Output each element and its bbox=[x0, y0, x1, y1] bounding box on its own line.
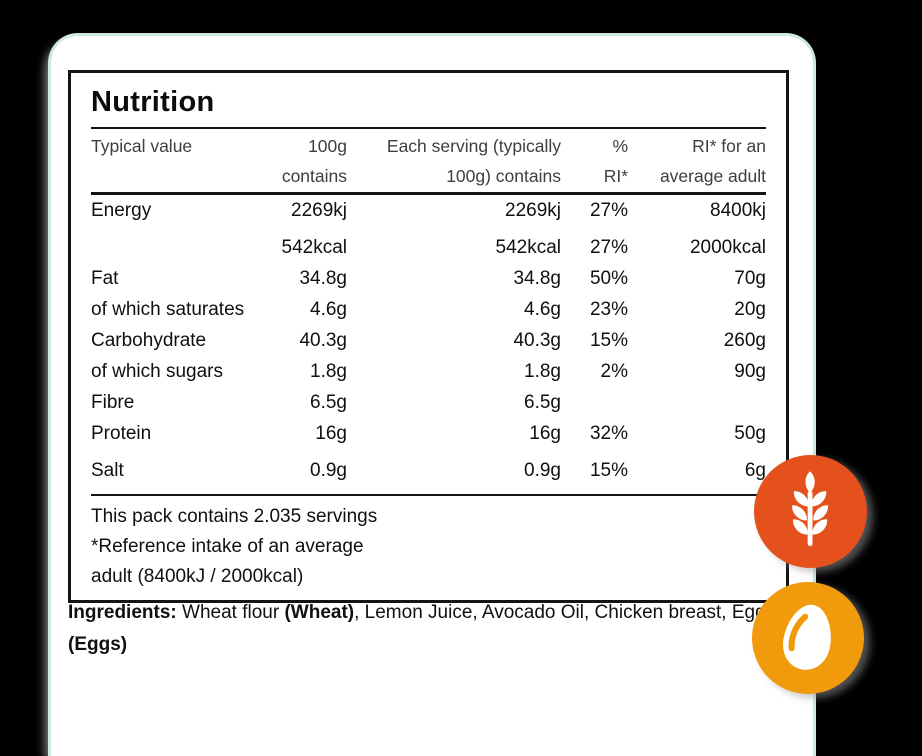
per-serving-value: 2269kj bbox=[505, 200, 561, 221]
per-serving-value: 4.6g bbox=[524, 299, 561, 320]
nutrition-row: Fibre 6.5g 6.5g bbox=[91, 387, 766, 418]
row-label: Fat bbox=[91, 268, 119, 289]
row-label: Salt bbox=[91, 460, 124, 481]
ri-adult-value: 50g bbox=[734, 423, 766, 444]
header-col-serving: Each serving (typically 100g) contains bbox=[386, 136, 561, 186]
ri-adult-value: 90g bbox=[734, 361, 766, 382]
nutrition-row: 542kcal 542kcal 27% 2000kcal bbox=[91, 232, 767, 263]
per-serving-value: 542kcal bbox=[495, 237, 562, 258]
pct-ri-value: 32% bbox=[589, 423, 628, 444]
per-100g-value: 2269kj bbox=[291, 200, 347, 221]
pct-ri-value bbox=[561, 387, 628, 418]
footnote-line: *Reference intake of an average bbox=[91, 536, 364, 557]
ingredient-segment: Ingredients: bbox=[68, 602, 177, 623]
ingredient-segment: Wheat flour bbox=[176, 602, 285, 623]
per-100g-value: 0.9g bbox=[310, 460, 347, 481]
pct-ri-value: 50% bbox=[589, 268, 628, 289]
nutrition-table: Nutrition Typical value 100g contains Each … bbox=[68, 70, 789, 603]
title-divider bbox=[91, 127, 766, 129]
ri-adult-value: 2000kcal bbox=[689, 237, 766, 258]
pct-ri-value: 15% bbox=[589, 460, 628, 481]
per-100g-value: 16g bbox=[315, 423, 347, 444]
row-label: Protein bbox=[91, 423, 152, 444]
row-label: Energy bbox=[91, 200, 152, 221]
wheat-allergen-badge bbox=[754, 455, 867, 568]
ri-adult-value: 8400kj bbox=[710, 200, 766, 221]
pct-ri-value: 23% bbox=[589, 299, 628, 320]
header-col-ri-adult: RI* for an average adult bbox=[659, 136, 766, 186]
footer-divider bbox=[91, 494, 766, 496]
nutrition-card: Nutrition Typical value 100g contains Each … bbox=[48, 33, 816, 756]
footnotes: This pack contains 2.035 servings *Refere… bbox=[91, 496, 766, 594]
nutrition-row: Salt 0.9g 0.9g 15% 6g bbox=[91, 455, 766, 486]
row-label: of which sugars bbox=[91, 361, 224, 382]
header-divider bbox=[91, 192, 766, 195]
ri-adult-value: 70g bbox=[734, 268, 766, 289]
footnote-line: adult (8400kJ / 2000kcal) bbox=[91, 566, 304, 587]
pct-ri-value: 27% bbox=[589, 237, 628, 258]
header-col-per100g: 100g contains bbox=[281, 136, 347, 186]
per-100g-value: 6.5g bbox=[310, 392, 347, 413]
row-label: Fibre bbox=[91, 392, 135, 413]
footnote-line: This pack contains 2.035 servings bbox=[91, 506, 378, 527]
ingredients-text: Ingredients: Wheat flour (Wheat), Lemon … bbox=[68, 597, 774, 661]
ingredient-segment: , Lemon Juice, Avocado Oil, Chicken brea… bbox=[354, 602, 766, 623]
table-header-row: Typical value 100g contains Each serving (t… bbox=[91, 129, 766, 192]
nutrition-row: Protein 16g 16g 32% 50g bbox=[91, 418, 766, 449]
per-serving-value: 16g bbox=[529, 423, 561, 444]
pct-ri-value: 27% bbox=[589, 200, 628, 221]
pct-ri-value: 2% bbox=[600, 361, 628, 382]
nutrition-row: of which saturates 4.6g 4.6g 23% 20g bbox=[91, 294, 766, 325]
ri-adult-value: 6g bbox=[744, 460, 766, 481]
per-serving-value: 0.9g bbox=[524, 460, 561, 481]
screenshot-root: { "colors": { "background": "#000000", "… bbox=[48, 33, 867, 756]
header-col-pct-ri: % RI* bbox=[603, 136, 628, 186]
row-label: of which saturates bbox=[91, 299, 245, 320]
ri-adult-value bbox=[628, 387, 766, 418]
per-100g-value: 1.8g bbox=[310, 361, 347, 382]
per-100g-value: 542kcal bbox=[281, 237, 348, 258]
per-100g-value: 4.6g bbox=[310, 299, 347, 320]
nutrition-row: of which sugars 1.8g 1.8g 2% 90g bbox=[91, 356, 766, 387]
ri-adult-value: 20g bbox=[734, 299, 766, 320]
per-serving-value: 6.5g bbox=[524, 392, 561, 413]
pct-ri-value: 15% bbox=[589, 330, 628, 351]
nutrition-title: Nutrition bbox=[91, 86, 215, 118]
table-body: Energy 2269kj 2269kj 27% 8400kj 542kcal 542kca… bbox=[91, 195, 766, 486]
nutrition-row: Carbohydrate 40.3g 40.3g 15% 260g bbox=[91, 325, 766, 356]
egg-allergen-badge bbox=[752, 582, 864, 694]
per-100g-value: 34.8g bbox=[299, 268, 347, 289]
per-serving-value: 40.3g bbox=[513, 330, 561, 351]
per-serving-value: 34.8g bbox=[513, 268, 561, 289]
per-serving-value: 1.8g bbox=[524, 361, 561, 382]
ri-adult-value: 260g bbox=[723, 330, 766, 351]
per-100g-value: 40.3g bbox=[299, 330, 347, 351]
row-label bbox=[91, 232, 251, 263]
row-label: Carbohydrate bbox=[91, 330, 207, 351]
ingredient-segment: (Wheat) bbox=[284, 602, 355, 623]
nutrition-row: Fat 34.8g 34.8g 50% 70g bbox=[91, 263, 766, 294]
nutrition-row: Energy 2269kj 2269kj 27% 8400kj bbox=[91, 195, 766, 226]
header-col-label: Typical value bbox=[91, 136, 193, 156]
ingredient-segment: (Eggs) bbox=[68, 634, 128, 655]
